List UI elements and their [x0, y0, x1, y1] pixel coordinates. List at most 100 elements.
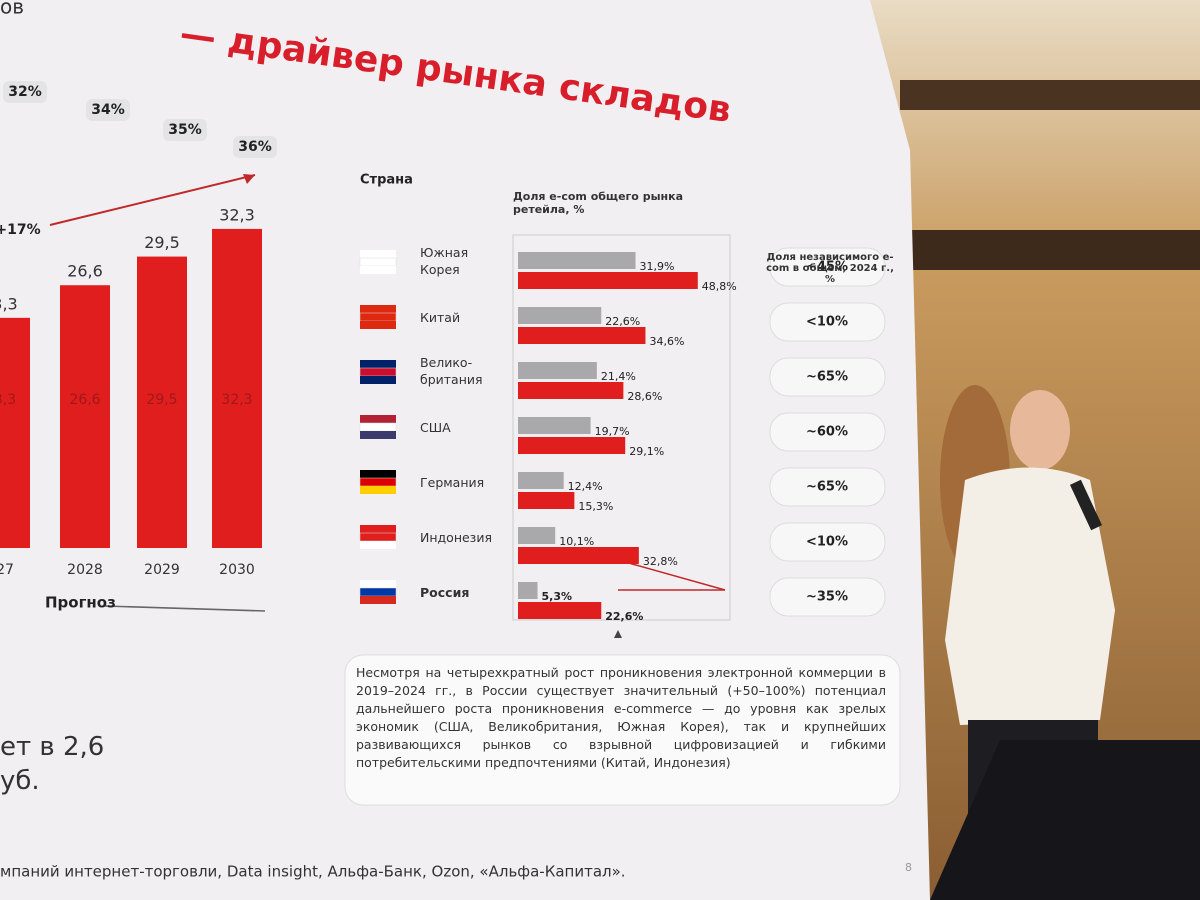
flag — [360, 541, 396, 549]
annotation: 36% — [238, 139, 272, 155]
value-label: 28,6% — [627, 390, 662, 403]
face — [1010, 390, 1070, 470]
flag — [360, 360, 396, 368]
x-tick-label: 2028 — [67, 562, 103, 578]
annotation: 35% — [168, 122, 202, 138]
lectern — [930, 740, 1200, 900]
bar — [518, 547, 639, 564]
independent-share: ~65% — [806, 370, 848, 385]
flag — [360, 376, 396, 384]
bar — [518, 602, 602, 619]
bar — [518, 582, 538, 599]
flag — [360, 486, 396, 494]
value-label: 48,8% — [702, 280, 737, 293]
bar — [518, 327, 646, 344]
flag — [360, 580, 396, 588]
flag — [360, 250, 396, 258]
annotation: 32% — [8, 84, 42, 100]
flag — [360, 305, 396, 313]
bar-inner-label: 29,5 — [146, 392, 177, 408]
value-label: 5,3% — [542, 590, 573, 603]
bar — [518, 527, 556, 544]
chart-title: Доля e-com общего рынка ретейла, % — [513, 190, 684, 216]
category-label: Велико-британия — [420, 355, 483, 387]
forecast-arrow — [104, 605, 266, 612]
flag — [360, 415, 396, 423]
bar — [212, 228, 262, 548]
potential-arrow — [617, 559, 726, 591]
value-label: 32,3 — [219, 205, 255, 224]
value-label: 26,6 — [67, 262, 103, 281]
forecast-label: Прогноз — [45, 594, 116, 612]
bottom-left-text: ет в 2,6 уб. — [0, 732, 105, 796]
flag — [360, 266, 396, 274]
bar — [518, 272, 698, 289]
bar — [518, 307, 602, 324]
value-label: 31,9% — [640, 260, 675, 273]
share-pill — [769, 522, 886, 562]
category-label: Китай — [420, 310, 461, 325]
share-pill — [163, 119, 207, 141]
independent-share: ~35% — [806, 590, 848, 605]
value-label: 32,8% — [643, 555, 678, 568]
share-pill — [233, 136, 277, 158]
value-label: 22,6% — [605, 610, 643, 623]
flag — [359, 312, 397, 322]
category-label: США — [420, 420, 451, 435]
bar — [518, 472, 564, 489]
share-pill — [769, 412, 886, 452]
flag — [360, 596, 396, 604]
flag — [360, 470, 396, 478]
value-label: 3,3 — [0, 294, 18, 313]
x-tick-label: 2029 — [144, 562, 180, 578]
text-box — [344, 654, 901, 806]
category-label: Германия — [420, 475, 485, 490]
flag — [360, 431, 396, 439]
value-label: 21,4% — [601, 370, 636, 383]
independent-share: ~60% — [806, 425, 848, 440]
independent-header: Доля независимого e-com в общем, 2024 г.… — [766, 252, 894, 285]
bar — [518, 437, 626, 454]
flag — [359, 422, 397, 432]
growth-arrow — [49, 174, 256, 226]
annotation: 34% — [91, 102, 125, 118]
share-pill — [769, 302, 886, 342]
flag — [359, 532, 397, 542]
category-label: Индонезия — [420, 530, 492, 545]
bar-inner-label: 26,6 — [69, 392, 100, 408]
annotation: +17% — [0, 222, 41, 238]
bar — [518, 417, 591, 434]
value-label: 10,1% — [559, 535, 594, 548]
beam — [900, 80, 1200, 110]
share-pill — [769, 247, 886, 287]
bar — [137, 256, 187, 548]
bar — [518, 362, 597, 379]
share-pill — [769, 577, 886, 617]
flag — [359, 587, 397, 597]
flag — [359, 477, 397, 487]
value-label: 34,6% — [649, 335, 684, 348]
chart-frame — [512, 234, 731, 621]
bar — [60, 285, 110, 548]
arrow-head — [243, 174, 255, 184]
bar — [518, 492, 575, 509]
jacket — [945, 467, 1115, 725]
bar — [0, 317, 30, 548]
bar — [518, 382, 624, 399]
value-label: 19,7% — [595, 425, 630, 438]
share-pill — [3, 81, 47, 103]
title-fragment: ов — [0, 0, 24, 19]
share-pill — [86, 99, 130, 121]
page-number: 8 — [905, 861, 912, 874]
microphone — [1069, 479, 1103, 531]
value-label: 29,5 — [144, 233, 180, 252]
flag — [359, 367, 397, 377]
independent-share: ~45% — [806, 260, 848, 275]
footer: мпаний интернет-торговли, Data insight, … — [0, 863, 626, 881]
independent-share: <10% — [806, 315, 848, 330]
category-label: Южная Корея — [420, 245, 469, 277]
x-tick-label: 27 — [0, 562, 14, 578]
country-header: Страна — [360, 173, 413, 188]
beam — [905, 230, 1200, 270]
